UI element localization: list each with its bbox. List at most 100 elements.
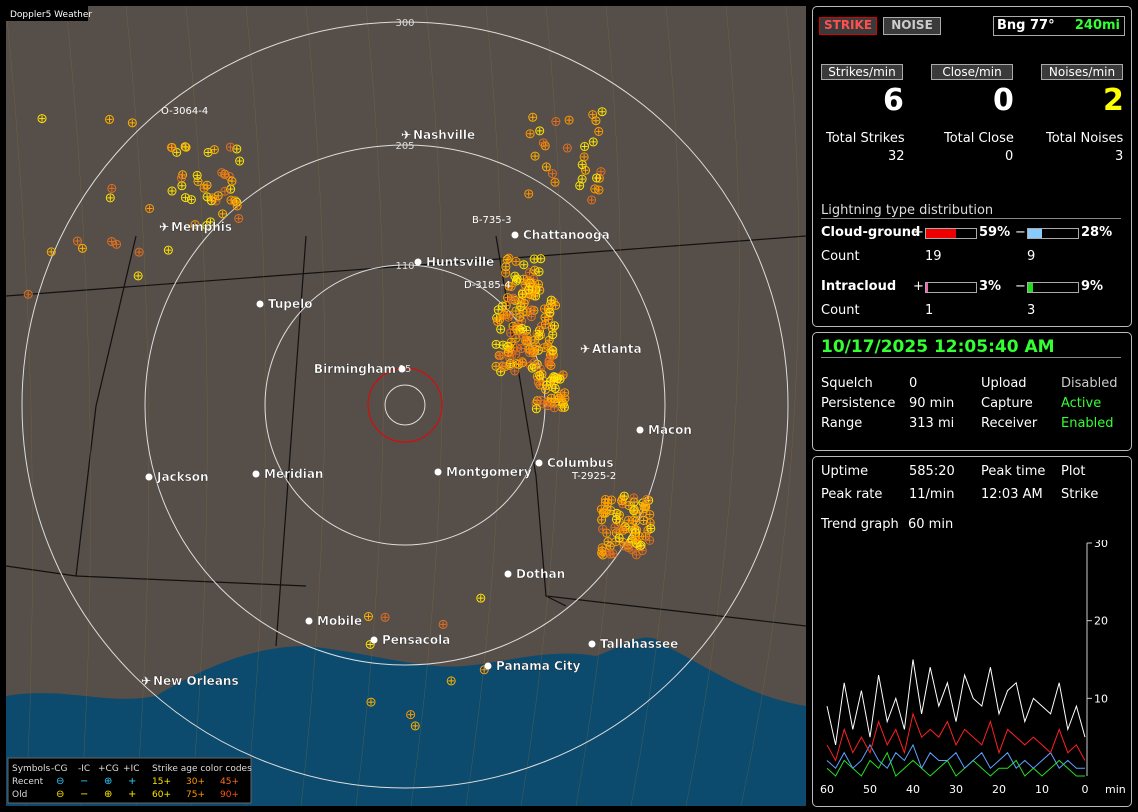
strike xyxy=(630,532,640,542)
strike-button[interactable]: STRIKE xyxy=(819,17,877,35)
trend-line xyxy=(826,751,1085,777)
strike xyxy=(172,147,182,157)
strike-cross xyxy=(646,537,653,544)
strike-cross xyxy=(632,533,639,540)
strike xyxy=(186,195,196,205)
strike xyxy=(213,191,223,201)
rate-button[interactable]: Close/min xyxy=(931,64,1013,80)
strike-cross xyxy=(493,341,500,348)
strike xyxy=(23,289,33,299)
strike-cross xyxy=(136,249,143,256)
strike xyxy=(232,201,242,211)
sign: − xyxy=(1015,279,1026,294)
strike xyxy=(524,285,534,295)
setting: Disabled xyxy=(1061,376,1118,391)
strike-cross xyxy=(561,395,568,402)
strike-cross xyxy=(527,130,534,137)
strike xyxy=(551,117,561,127)
age: 60+ xyxy=(152,790,171,800)
strike xyxy=(611,514,621,524)
strike-cross xyxy=(552,118,559,125)
strike-cross xyxy=(598,506,605,513)
strike-cross xyxy=(537,255,544,262)
strike xyxy=(564,115,574,125)
strike xyxy=(517,323,527,333)
x-tick-label: 20 xyxy=(992,783,1006,796)
strike-cross xyxy=(566,117,573,124)
rate-button[interactable]: Strikes/min xyxy=(821,64,903,80)
legend: Symbols -CG -IC +CG +IC Strike age color… xyxy=(7,757,252,804)
strike xyxy=(127,118,137,128)
strike-cross xyxy=(211,146,218,153)
strike-cross xyxy=(201,185,208,192)
strike-cross xyxy=(228,178,235,185)
stat: Peak time xyxy=(981,464,1046,479)
trend-line xyxy=(826,659,1086,746)
strike-cross xyxy=(557,376,564,383)
strike-cross xyxy=(540,400,547,407)
strike xyxy=(562,143,572,153)
strike-cross xyxy=(219,210,226,217)
strike-cross xyxy=(531,256,538,263)
strike xyxy=(224,171,234,181)
count-label: Count xyxy=(821,249,860,264)
strike xyxy=(533,377,543,387)
strike xyxy=(192,170,202,180)
strike-cross xyxy=(611,524,618,531)
strike xyxy=(479,665,489,675)
strike xyxy=(366,697,376,707)
rate-button[interactable]: Noises/min xyxy=(1041,64,1123,80)
airport-icon: ✈ xyxy=(401,128,411,142)
strike-cross xyxy=(518,345,525,352)
noise-button[interactable]: NOISE xyxy=(883,17,941,35)
strike-cross xyxy=(551,404,558,411)
strike-cross xyxy=(507,329,514,336)
strike-cross xyxy=(535,332,542,339)
strike xyxy=(493,317,503,327)
strike-cross xyxy=(510,295,517,302)
strike-cross xyxy=(529,365,536,372)
trend-graph: 10 20 30 60 50 40 30 20 10 0 min xyxy=(820,540,1126,796)
strike xyxy=(519,298,529,308)
strike xyxy=(546,295,556,305)
strike-cross xyxy=(412,722,419,729)
strike xyxy=(234,213,244,223)
strike-cross xyxy=(528,313,535,320)
strike xyxy=(577,160,587,170)
strike-cross xyxy=(513,344,520,351)
legend-label: Symbols xyxy=(12,764,51,774)
strike-cross xyxy=(542,142,549,149)
legend-label: Old xyxy=(12,790,27,800)
strike-cross xyxy=(549,170,556,177)
strike-cross xyxy=(107,194,114,201)
strike xyxy=(225,142,235,152)
strike-cross xyxy=(235,215,242,222)
strike xyxy=(587,195,597,205)
strike-cross xyxy=(540,139,547,146)
strike xyxy=(190,220,200,230)
dist-bar xyxy=(926,229,956,238)
legend-col: +CG xyxy=(98,764,119,774)
strike xyxy=(104,114,114,124)
strike-cross xyxy=(576,182,583,189)
strike-cross xyxy=(581,143,588,150)
strike-cross xyxy=(500,342,507,349)
strike xyxy=(235,156,245,166)
strike-cross xyxy=(481,666,488,673)
strike xyxy=(476,593,486,603)
bearing-box: Bng 77° 240mi xyxy=(993,16,1125,36)
strike-cross xyxy=(169,188,176,195)
strike xyxy=(618,525,628,535)
strike xyxy=(637,546,647,556)
legend-box xyxy=(7,757,252,804)
strike xyxy=(226,195,236,205)
airport-icon: ✈ xyxy=(580,342,590,356)
strike-cross xyxy=(632,518,639,525)
app-title: Doppler5 Weather xyxy=(10,10,92,20)
dist-bar xyxy=(1028,283,1033,292)
strike xyxy=(363,612,373,622)
strike-cross xyxy=(597,168,604,175)
age: 15+ xyxy=(152,777,171,787)
strike-cross xyxy=(165,247,172,254)
strike xyxy=(550,321,560,331)
